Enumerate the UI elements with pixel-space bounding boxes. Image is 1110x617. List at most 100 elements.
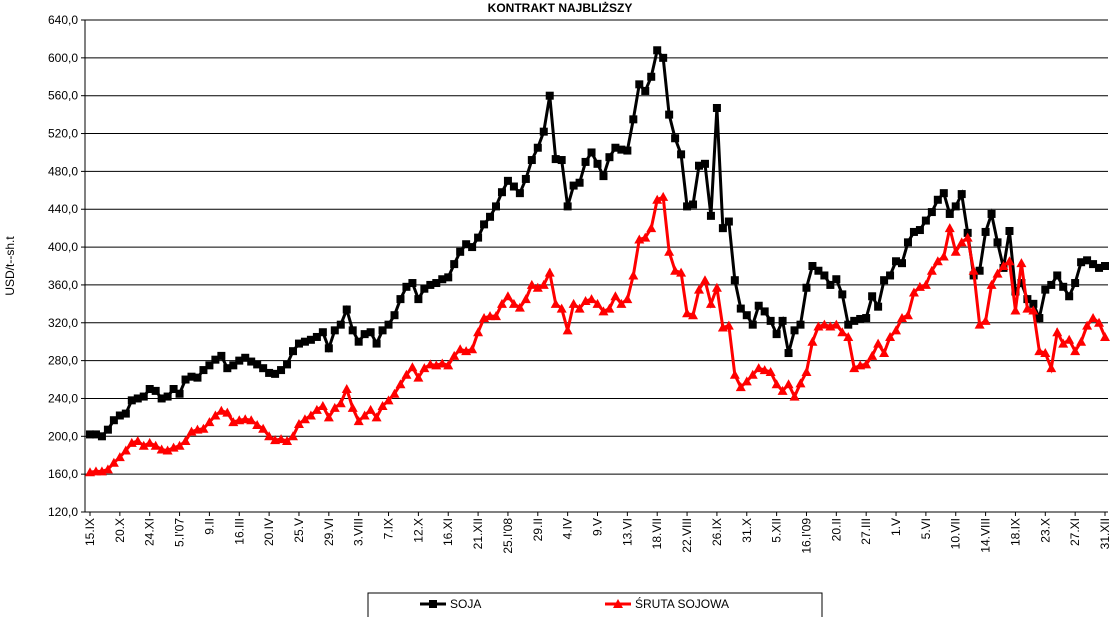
marker [902,310,913,320]
marker [1016,258,1027,268]
marker [938,251,949,261]
marker [741,376,752,386]
marker [700,159,709,168]
x-tick-label: 20.X [113,518,127,543]
marker [575,178,584,187]
marker [593,159,602,168]
marker [163,392,172,401]
marker [240,414,251,424]
marker [414,295,423,304]
marker [300,337,309,346]
marker [450,260,459,269]
marker [551,155,560,164]
marker [211,355,220,364]
marker [598,306,609,316]
marker [217,351,226,360]
x-tick-label: 27.XI [1068,518,1082,546]
marker [396,295,405,304]
marker [920,279,931,289]
marker [544,267,555,277]
marker [169,385,178,393]
x-tick-label: 10.VII [949,518,963,549]
x-tick-label: 23.X [1038,518,1052,543]
marker [753,363,764,373]
marker [294,339,303,348]
marker [820,271,829,280]
marker [1077,258,1086,267]
marker [401,369,412,379]
y-tick-label: 160,0 [48,467,78,481]
marker [1083,256,1092,265]
marker [283,360,292,369]
marker [456,247,465,256]
marker [1095,263,1104,272]
marker [939,189,948,198]
marker [759,365,770,375]
marker [556,303,567,313]
marker [520,294,531,304]
marker [449,350,460,360]
marker [670,265,681,275]
marker [282,436,293,446]
marker [1046,363,1057,373]
marker [802,283,811,292]
marker [324,344,333,353]
marker [981,227,990,236]
marker [557,156,566,165]
marker [538,279,549,289]
marker [533,143,542,152]
marker [664,246,675,256]
marker [801,366,812,376]
marker [480,220,489,229]
marker [956,237,967,247]
marker [437,358,448,368]
marker [162,445,173,455]
marker [957,190,966,199]
marker [682,308,693,318]
marker [915,226,924,235]
marker [222,407,233,417]
marker [474,233,483,242]
marker [121,409,130,418]
marker [968,265,979,275]
marker [366,328,375,337]
marker [689,200,698,209]
marker [695,161,703,170]
marker [132,436,143,446]
marker [229,361,238,370]
marker [336,320,345,329]
marker [1088,313,1099,323]
marker [1100,331,1110,341]
y-tick-label: 360,0 [48,278,78,292]
marker [754,301,763,310]
marker [545,91,554,100]
marker [420,284,429,293]
y-tick-label: 200,0 [48,429,78,443]
marker [175,389,184,398]
marker [611,143,620,152]
marker [425,359,436,369]
marker [288,431,298,441]
marker [837,327,848,337]
marker [962,232,973,242]
marker [613,599,623,608]
marker [210,410,221,420]
marker [347,402,358,412]
marker [235,356,244,365]
marker [849,363,860,373]
marker [819,319,830,329]
x-tick-label: 20.II [829,518,843,541]
marker [892,257,901,266]
x-tick-label: 20.IV [262,518,276,546]
marker [1034,346,1045,356]
marker [360,330,369,339]
marker [563,202,572,211]
marker [641,86,650,95]
x-tick-label: 9.V [591,518,605,536]
x-tick-label: 26.IX [710,518,724,546]
marker [688,310,699,320]
y-tick-label: 400,0 [48,240,78,254]
marker [318,328,327,337]
marker [850,316,859,325]
x-tick-label: 24.XI [143,518,157,546]
